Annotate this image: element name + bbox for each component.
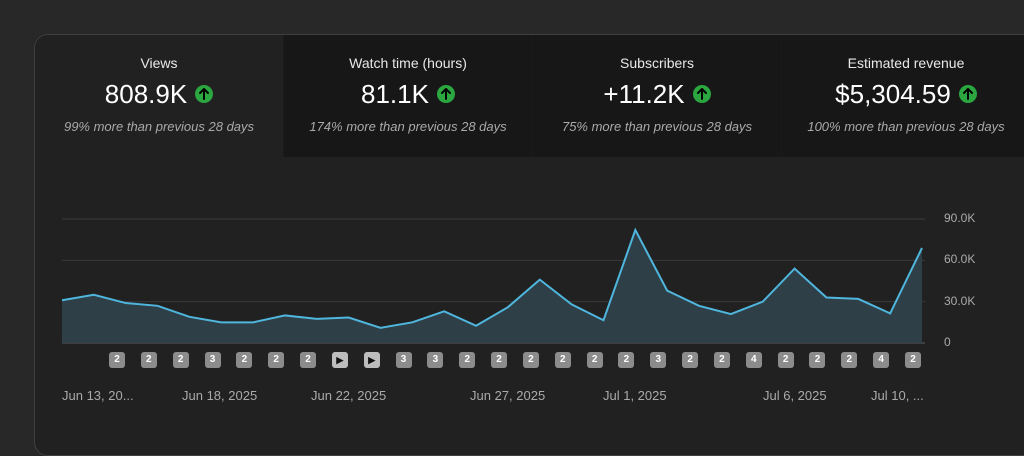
arrow-up-icon (195, 85, 214, 103)
views-chart: 90.0K 60.0K 30.0K 0 2 2 2 3 2 2 2 ▶ ▶ 3 3 2 2 2 2 2 2 3 2 2 4 2 2 2… (35, 35, 1024, 455)
data-point[interactable] (887, 310, 893, 316)
tab-subscribers[interactable]: Subscribers +11.2K 75% more than previou… (533, 35, 782, 157)
video-count-marker[interactable]: 2 (554, 352, 571, 368)
data-point[interactable] (218, 319, 224, 325)
video-count-marker[interactable]: 3 (204, 352, 221, 368)
video-count-marker[interactable]: 2 (109, 352, 125, 368)
x-tick-label: Jul 6, 2025 (763, 388, 827, 403)
data-point[interactable] (919, 245, 925, 251)
video-count-marker[interactable]: 2 (140, 352, 157, 368)
chart-plot (59, 218, 925, 344)
data-point[interactable] (569, 301, 575, 307)
tab-comparison: 99% more than previous 28 days (63, 119, 255, 134)
video-count-marker[interactable]: 2 (841, 352, 858, 368)
x-tick-label: Jun 13, 20... (62, 388, 134, 403)
video-count-marker[interactable]: 2 (682, 352, 699, 368)
video-count-marker[interactable]: 2 (459, 352, 476, 368)
data-point[interactable] (441, 308, 447, 314)
data-point[interactable] (59, 297, 65, 303)
arrow-up-icon (436, 85, 455, 103)
video-marker-play-icon[interactable]: ▶ (331, 352, 348, 368)
data-point[interactable] (728, 311, 734, 317)
data-point[interactable] (314, 316, 320, 322)
x-tick-label: Jun 22, 2025 (311, 388, 387, 403)
x-tick-label: Jul 10, ... (871, 388, 924, 403)
video-count-marker[interactable]: 2 (172, 352, 189, 368)
y-tick-label: 0 (944, 335, 951, 349)
metric-tabs: Views 808.9K 99% more than previous 28 d… (35, 35, 1024, 157)
video-count-marker[interactable]: 2 (713, 352, 730, 368)
tab-comparison: 75% more than previous 28 days (561, 119, 753, 134)
data-point[interactable] (250, 319, 256, 325)
arrow-up-icon (958, 85, 977, 103)
arrow-up-icon (692, 85, 711, 103)
y-tick-label: 60.0K (944, 252, 976, 267)
data-point[interactable] (664, 288, 670, 294)
data-point[interactable] (409, 319, 415, 325)
tab-title: Watch time (hours) (349, 55, 467, 71)
tab-title: Views (140, 55, 178, 71)
x-tick-label: Jul 1, 2025 (603, 388, 667, 403)
tab-estimated-revenue[interactable]: Estimated revenue $5,304.59 100% more th… (782, 35, 1024, 157)
video-count-marker[interactable]: 2 (491, 352, 508, 368)
tab-watch-time[interactable]: Watch time (hours) 81.1K 174% more than … (284, 35, 533, 157)
tab-comparison: 174% more than previous 28 days (309, 119, 507, 134)
data-point[interactable] (537, 277, 543, 283)
video-count-marker[interactable]: 4 (745, 352, 762, 368)
tab-value: $5,304.59 (835, 78, 951, 109)
video-count-marker[interactable]: 2 (809, 352, 826, 368)
data-point[interactable] (473, 323, 479, 329)
video-count-marker[interactable]: 2 (236, 352, 253, 368)
video-count-marker[interactable]: 3 (650, 352, 667, 368)
video-count-marker[interactable]: 4 (873, 352, 890, 368)
tab-comparison: 100% more than previous 28 days (807, 119, 1005, 134)
y-tick-label: 90.0K (944, 211, 976, 225)
data-point[interactable] (91, 292, 97, 298)
series-line (61, 227, 923, 329)
data-point[interactable] (855, 296, 861, 302)
video-count-marker[interactable]: 2 (586, 352, 603, 368)
data-point[interactable] (123, 300, 129, 306)
data-point[interactable] (600, 317, 606, 323)
data-point[interactable] (186, 314, 192, 320)
data-point[interactable] (823, 295, 829, 301)
tab-value: 808.9K (104, 78, 188, 109)
tab-title: Subscribers (620, 55, 694, 71)
video-count-marker[interactable]: 2 (905, 352, 921, 368)
tab-views[interactable]: Views 808.9K 99% more than previous 28 d… (35, 35, 284, 157)
data-point[interactable] (505, 304, 511, 310)
video-count-marker[interactable]: 2 (618, 352, 635, 368)
x-tick-label: Jun 18, 2025 (182, 388, 258, 403)
analytics-card: 90.0K 60.0K 30.0K 0 2 2 2 3 2 2 2 ▶ ▶ 3 3 2 2 2 2 2 2 3 2 2 4 2 2 2… (34, 34, 1024, 456)
x-tick-label: Jun 27, 2025 (470, 388, 546, 403)
data-point[interactable] (378, 325, 384, 331)
video-marker-play-icon[interactable]: ▶ (363, 352, 380, 368)
video-count-marker[interactable]: 3 (427, 352, 444, 368)
data-point[interactable] (346, 315, 352, 321)
data-point[interactable] (282, 312, 288, 318)
video-count-marker[interactable]: 2 (522, 352, 539, 368)
video-count-marker[interactable]: 3 (395, 352, 412, 368)
video-count-marker[interactable]: 2 (777, 352, 794, 368)
data-point[interactable] (792, 266, 798, 272)
tab-value: +11.2K (603, 78, 685, 109)
tab-value: 81.1K (361, 78, 429, 109)
tab-title: Estimated revenue (847, 55, 965, 71)
video-count-marker[interactable]: 2 (268, 352, 285, 368)
y-tick-label: 30.0K (944, 293, 976, 308)
data-point[interactable] (760, 299, 766, 305)
series-area (62, 230, 922, 343)
data-point[interactable] (696, 303, 702, 309)
data-point[interactable] (155, 303, 161, 309)
video-count-marker[interactable]: 2 (300, 352, 317, 368)
data-point[interactable] (632, 227, 638, 233)
